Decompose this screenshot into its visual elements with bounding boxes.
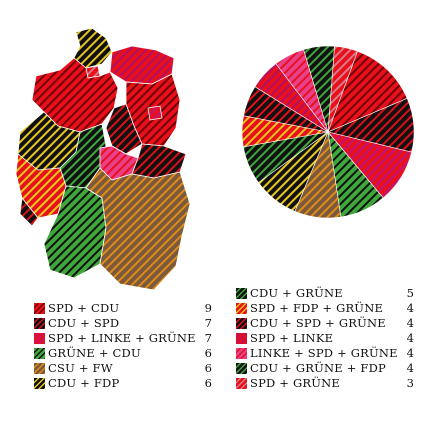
legend-label: CDU + SPD xyxy=(48,316,120,330)
legend-label: CDU + SPD + GRÜNE xyxy=(250,316,386,330)
legend-count: 6 xyxy=(204,346,212,360)
legend-label: SPD + LINKE xyxy=(250,331,334,345)
coalition-pie-chart xyxy=(241,45,415,219)
legend-label: CDU + FDP xyxy=(48,376,120,390)
legend-swatch xyxy=(34,318,45,329)
legend-label: SPD + LINKE + GRÜNE xyxy=(48,331,196,345)
legend-count: 6 xyxy=(204,361,212,375)
legend-item-cdu-gruene-fdp: CDU + GRÜNE + FDP 4 xyxy=(236,361,416,376)
legend-count: 4 xyxy=(406,316,414,330)
pie-slice-spd-gruene xyxy=(327,45,358,133)
legend-right: CDU + GRÜNE 5 SPD + FDP + GRÜNE 4 CDU + SP… xyxy=(236,286,416,391)
legend-count: 6 xyxy=(204,376,212,390)
legend-swatch xyxy=(236,333,247,344)
legend-count: 5 xyxy=(406,286,414,300)
legend-swatch xyxy=(236,303,247,314)
legend-swatch xyxy=(236,348,247,359)
legend-item-cdu-fdp: CDU + FDP 6 xyxy=(34,376,214,391)
legend-label: SPD + FDP + GRÜNE xyxy=(250,301,384,315)
legend-swatch xyxy=(34,378,45,389)
state-sachsen-anhalt xyxy=(105,103,143,155)
legend-count: 4 xyxy=(406,331,414,345)
legend-item-cdu-spd: CDU + SPD 7 xyxy=(34,316,214,331)
state-berlin xyxy=(147,105,163,121)
legend-count: 4 xyxy=(406,346,414,360)
legend-item-spd-fdp-gruene: SPD + FDP + GRÜNE 4 xyxy=(236,301,416,316)
legend-item-spd-linke-gruene: SPD + LINKE + GRÜNE 7 xyxy=(34,331,214,346)
legend-label: GRÜNE + CDU xyxy=(48,346,141,360)
state-bayern xyxy=(85,167,191,291)
germany-map xyxy=(15,28,191,291)
legend-swatch xyxy=(236,288,247,299)
legend-item-cdu-gruene: CDU + GRÜNE 5 xyxy=(236,286,416,301)
legend-label: CSU + FW xyxy=(48,361,113,375)
legend-label: CDU + GRÜNE xyxy=(250,286,343,300)
legend-count: 9 xyxy=(204,301,212,315)
legend-count: 7 xyxy=(204,316,212,330)
legend-count: 4 xyxy=(406,301,414,315)
legend-label: SPD + GRÜNE xyxy=(250,376,340,390)
legend-item-csu-fw: CSU + FW 6 xyxy=(34,361,214,376)
legend-swatch xyxy=(34,363,45,374)
legend-count: 7 xyxy=(204,331,212,345)
legend-item-cdu-spd-gruene: CDU + SPD + GRÜNE 4 xyxy=(236,316,416,331)
state-schleswig-holstein xyxy=(73,28,113,69)
legend-label: SPD + CDU xyxy=(48,301,120,315)
legend-item-spd-linke: SPD + LINKE 4 xyxy=(236,331,416,346)
legend-count: 4 xyxy=(406,361,414,375)
legend-swatch xyxy=(236,378,247,389)
legend-swatch xyxy=(34,348,45,359)
legend-item-linke-spd-gruene: LINKE + SPD + GRÜNE 4 xyxy=(236,346,416,361)
legend-label: CDU + GRÜNE + FDP xyxy=(250,361,386,375)
legend-left: SPD + CDU 9 CDU + SPD 7 SPD + LINKE + GRÜN… xyxy=(34,301,214,391)
legend-item-gruene-cdu: GRÜNE + CDU 6 xyxy=(34,346,214,361)
legend-item-spd-gruene: SPD + GRÜNE 3 xyxy=(236,376,416,391)
pie-slice-spd-cdu xyxy=(327,50,408,133)
legend-swatch xyxy=(34,333,45,344)
pie-slices xyxy=(241,45,415,219)
legend-label: LINKE + SPD + GRÜNE xyxy=(250,346,398,360)
state-saarland xyxy=(19,197,39,227)
legend-swatch xyxy=(34,303,45,314)
legend-swatch xyxy=(236,363,247,374)
legend-item-spd-cdu: SPD + CDU 9 xyxy=(34,301,214,316)
legend-count: 3 xyxy=(406,376,414,390)
legend-swatch xyxy=(236,318,247,329)
